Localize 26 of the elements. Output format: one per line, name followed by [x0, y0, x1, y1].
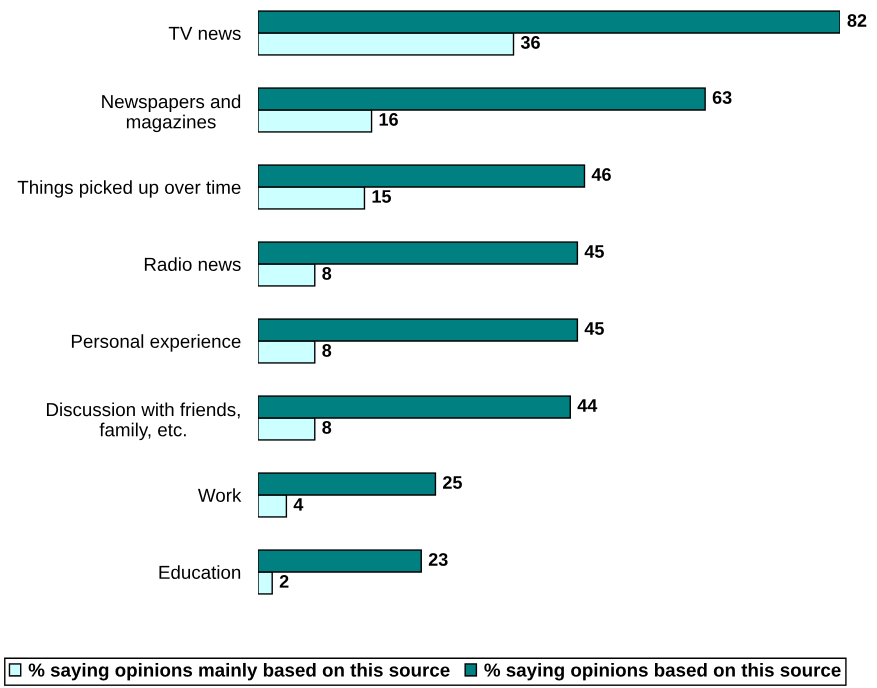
y-tick-label: Newspapers and magazines: [102, 94, 240, 132]
y-tick-label: Work: [198, 488, 242, 502]
data-label: 46: [592, 168, 611, 181]
y-tick-label: Things picked up over time: [18, 180, 241, 198]
data-label: 45: [584, 245, 604, 258]
y-tick-label: Education: [159, 565, 240, 579]
y-tick-label: Personal experience: [72, 334, 241, 352]
data-label: 8: [322, 344, 332, 357]
data-label: 63: [712, 91, 732, 104]
data-label: 16: [380, 113, 398, 126]
data-label: 15: [372, 190, 391, 203]
data-label: 4: [294, 498, 304, 511]
data-label: 44: [578, 399, 598, 412]
data-label: 8: [322, 267, 332, 280]
y-tick-label: TV news: [168, 26, 241, 40]
data-label: 23: [428, 553, 448, 566]
data-label: 8: [322, 421, 332, 434]
legend-label: % saying opinions based on this source: [484, 662, 841, 680]
legend-label: % saying opinions mainly based on this source: [28, 662, 450, 680]
data-label: 45: [584, 322, 604, 335]
y-tick-label: Radio news: [144, 257, 241, 271]
data-label: 36: [520, 36, 540, 49]
y-tick-label: Discussion with friends, family, etc.: [46, 402, 240, 440]
data-label: 82: [848, 14, 866, 27]
data-label: 25: [443, 476, 462, 489]
data-label: 2: [280, 575, 288, 588]
